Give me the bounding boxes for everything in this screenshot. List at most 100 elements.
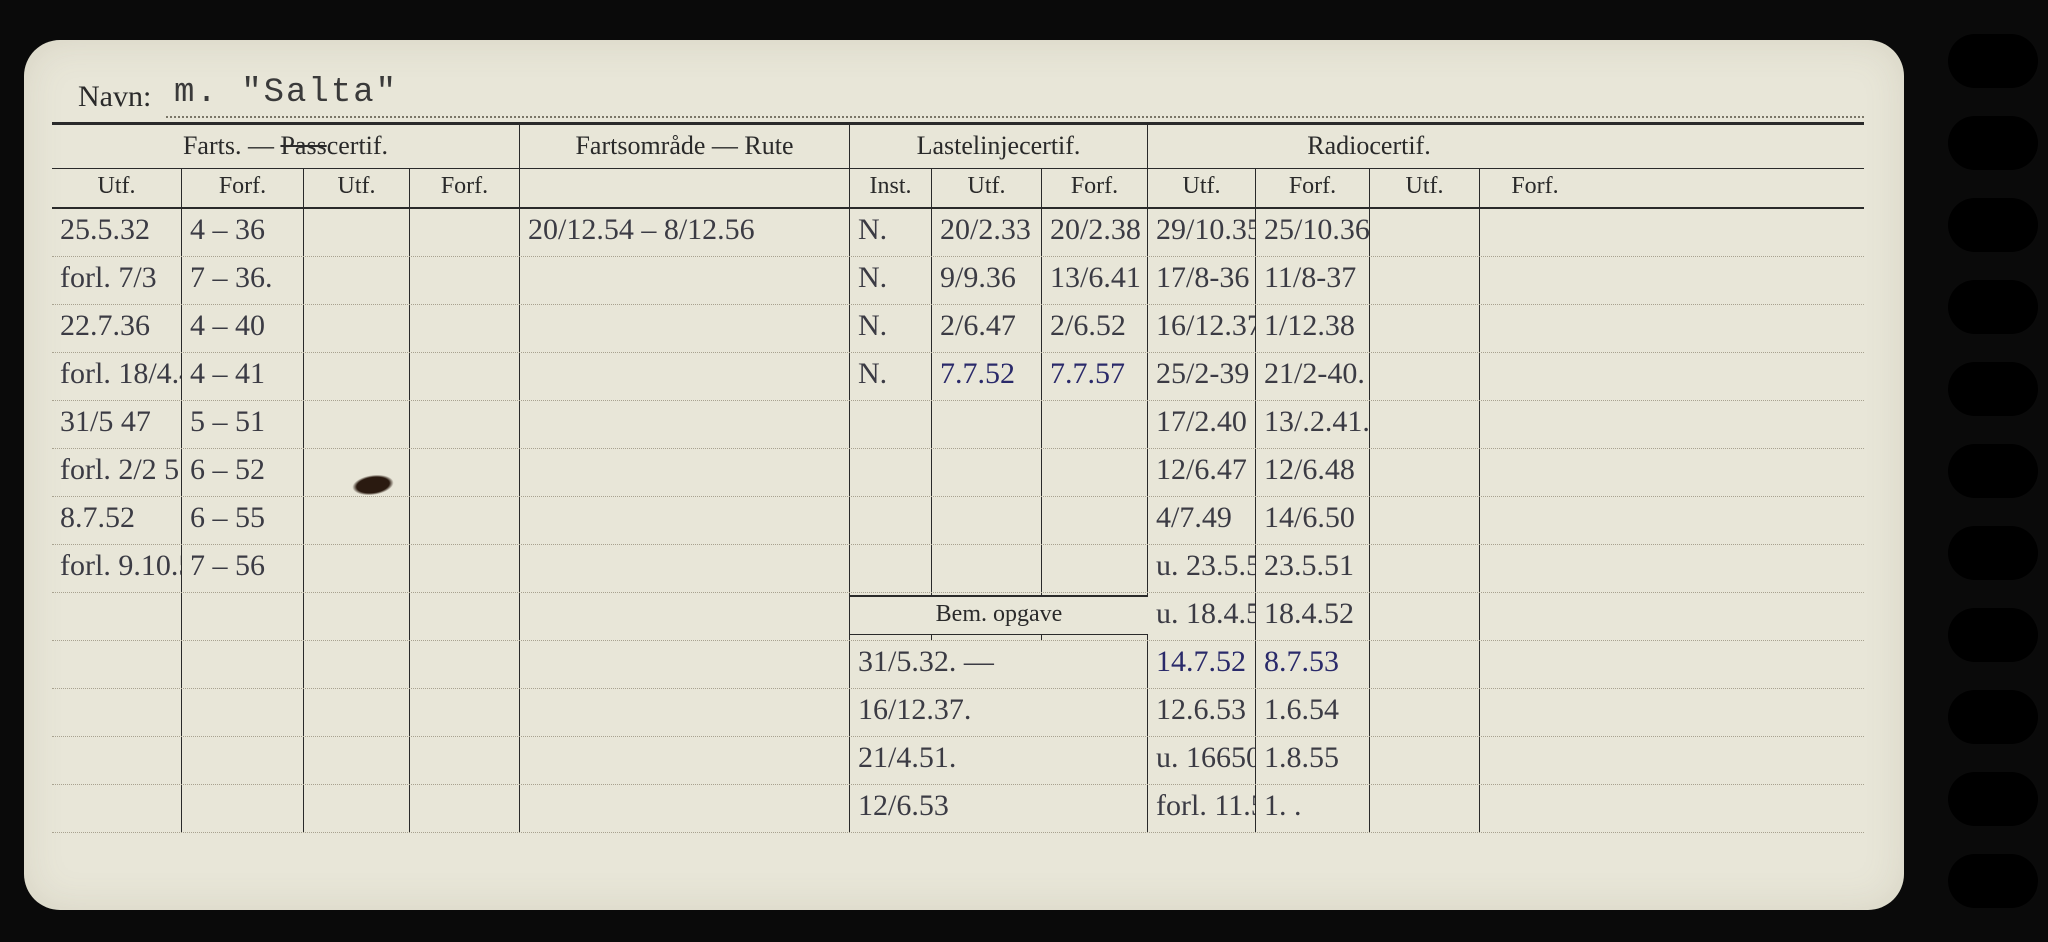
cell <box>182 737 304 784</box>
cell: 21/2-40. <box>1256 353 1370 400</box>
cell: 23.5.51 <box>1256 545 1370 592</box>
cell-value: forl. 18/4.40 <box>60 357 182 390</box>
cell: forl. 9.10.54 <box>52 545 182 592</box>
cell-value: 20/2.33 <box>940 213 1031 246</box>
cell <box>182 689 304 736</box>
bem-cell: 21/4.51. <box>850 737 1148 784</box>
cell <box>410 689 520 736</box>
cell: forl. 2/2 51 <box>52 449 182 496</box>
cell-value: 17/2.40 <box>1156 405 1247 438</box>
cell <box>410 737 520 784</box>
cell <box>304 689 410 736</box>
section-farts: Farts. — Passcertif. <box>52 125 520 168</box>
cell-value: u. 16650/54 <box>1156 741 1256 774</box>
cell <box>850 449 932 496</box>
punch-holes <box>1928 0 2048 942</box>
col-radio-forf2: Forf. <box>1480 169 1590 207</box>
punch-hole <box>1948 280 2038 334</box>
cell-value: 14.7.52 <box>1156 645 1246 678</box>
cell <box>304 257 410 304</box>
col-utf-1: Utf. <box>52 169 182 207</box>
col-inst: Inst. <box>850 169 932 207</box>
cell-value: 23.5.51 <box>1264 549 1354 582</box>
cell <box>410 353 520 400</box>
punch-hole <box>1948 526 2038 580</box>
cell-value: 25/10.36 <box>1264 213 1370 246</box>
cell <box>52 641 182 688</box>
cell: N. <box>850 209 932 256</box>
cell: 1. . <box>1256 785 1370 832</box>
table-row: 22.7.364 – 40N.2/6.472/6.5216/12.371/12.… <box>52 305 1864 353</box>
cell: forl. 11.54 <box>1148 785 1256 832</box>
cell: 25/2-39 <box>1148 353 1256 400</box>
cell-value: 20/2.38 <box>1050 213 1141 246</box>
cell-value: 12/6.53 <box>858 789 949 822</box>
cell <box>1370 593 1480 640</box>
col-radio-utf1: Utf. <box>1148 169 1256 207</box>
cell-value: 1.6.54 <box>1264 693 1339 726</box>
col-forf-2: Forf. <box>410 169 520 207</box>
cell-value: 6 – 52 <box>190 453 265 486</box>
cell-value: 18.4.52 <box>1264 597 1354 630</box>
navn-label: Navn: <box>78 80 151 114</box>
punch-hole <box>1948 116 2038 170</box>
col-forf-1: Forf. <box>182 169 304 207</box>
col-laste-utf: Utf. <box>932 169 1042 207</box>
cell <box>304 401 410 448</box>
cell <box>1480 641 1590 688</box>
cell: 31/5 47 <box>52 401 182 448</box>
cell: 7.7.52 <box>932 353 1042 400</box>
cell-value: 1. . <box>1264 789 1302 822</box>
main-table: Farts. — Passcertif. Fartsområde — Rute … <box>52 125 1864 865</box>
cell: 14/6.50 <box>1256 497 1370 544</box>
cell-value: 25.5.32 <box>60 213 150 246</box>
cell <box>182 785 304 832</box>
cell <box>1370 209 1480 256</box>
cell: 4 – 40 <box>182 305 304 352</box>
punch-hole <box>1948 362 2038 416</box>
cell-value: 4 – 40 <box>190 309 265 342</box>
cell: 29/10.35 <box>1148 209 1256 256</box>
cell <box>1370 497 1480 544</box>
cell <box>932 497 1042 544</box>
punch-hole <box>1948 444 2038 498</box>
cell <box>304 545 410 592</box>
cell <box>410 209 520 256</box>
cell <box>304 593 410 640</box>
cell-value: N. <box>858 309 887 342</box>
cell: 7 – 36. <box>182 257 304 304</box>
cell: 17/2.40 <box>1148 401 1256 448</box>
cell <box>304 497 410 544</box>
cell <box>520 497 850 544</box>
cell-value: 12/6.47 <box>1156 453 1247 486</box>
navn-value: m. "Salta" <box>174 74 398 112</box>
cell-value: 31/5 47 <box>60 405 151 438</box>
cell <box>520 353 850 400</box>
bem-cell: 16/12.37. <box>850 689 1148 736</box>
col-utf-2: Utf. <box>304 169 410 207</box>
cell-value: 12/6.48 <box>1264 453 1355 486</box>
cell <box>410 497 520 544</box>
cell <box>850 497 932 544</box>
table-row: 21/4.51.u. 16650/541.8.55 <box>52 737 1864 785</box>
cell <box>1370 353 1480 400</box>
cell: 20/2.33 <box>932 209 1042 256</box>
cell: 7 – 56 <box>182 545 304 592</box>
cell: 1/12.38 <box>1256 305 1370 352</box>
punch-hole <box>1948 198 2038 252</box>
cell-value: forl. 7/3 <box>60 261 157 294</box>
cell-value: 6 – 55 <box>190 501 265 534</box>
cell-value: 12.6.53 <box>1156 693 1246 726</box>
cell: N. <box>850 257 932 304</box>
cell <box>52 689 182 736</box>
cell <box>52 593 182 640</box>
navn-row: Navn: m. "Salta" <box>78 68 1864 122</box>
cell <box>520 641 850 688</box>
table-row: 8.7.526 – 554/7.4914/6.50 <box>52 497 1864 545</box>
cell: 13/.2.41. <box>1256 401 1370 448</box>
cell: 1.6.54 <box>1256 689 1370 736</box>
cell <box>304 209 410 256</box>
cell-value: 4 – 41 <box>190 357 265 390</box>
cell: 22.7.36 <box>52 305 182 352</box>
cell <box>1370 545 1480 592</box>
